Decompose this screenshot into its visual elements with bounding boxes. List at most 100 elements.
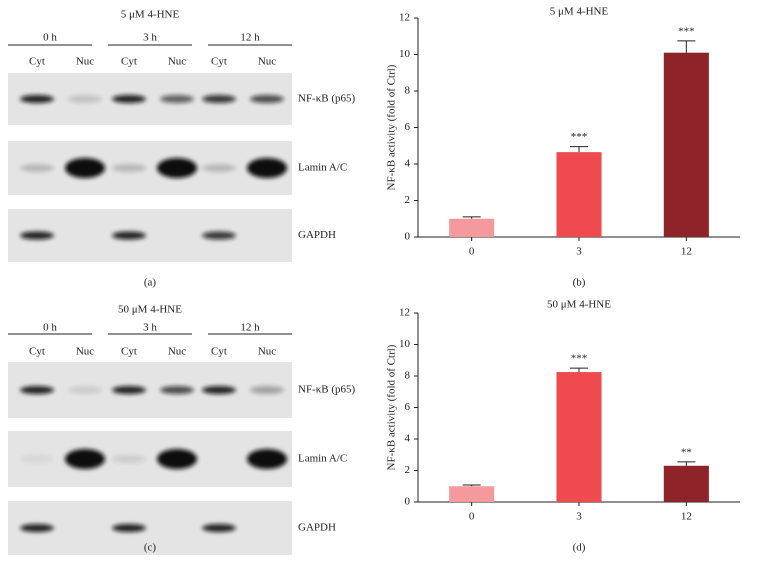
blot-band — [68, 95, 102, 103]
time-label: 12 h — [240, 322, 260, 334]
blot-band — [250, 95, 284, 103]
panel-label: (d) — [573, 542, 586, 554]
blot-title: 5 μM 4-HNE — [121, 9, 180, 21]
blot-band — [20, 524, 54, 532]
blot-band — [20, 164, 54, 172]
bar — [449, 218, 495, 237]
y-tick-label: 6 — [405, 121, 411, 133]
blot-band — [112, 386, 146, 394]
bar — [556, 372, 602, 502]
row-label: NF-κB (p65) — [298, 384, 356, 396]
fraction-label: Nuc — [258, 346, 276, 358]
significance: *** — [571, 131, 588, 143]
y-tick-label: 10 — [399, 48, 411, 60]
blot-band — [250, 386, 284, 394]
y-tick-label: 0 — [405, 231, 411, 243]
fraction-label: Cyt — [211, 346, 227, 358]
y-tick-label: 12 — [399, 307, 410, 319]
x-tick-label: 12 — [681, 246, 692, 258]
blot-membrane — [8, 141, 292, 195]
bar — [556, 152, 602, 237]
blot-band — [65, 158, 105, 178]
blot-band — [68, 386, 102, 394]
fraction-label: Cyt — [29, 56, 45, 68]
blot-band — [202, 95, 236, 103]
blot-membrane — [8, 73, 292, 125]
fraction-label: Cyt — [121, 56, 137, 68]
blot-membrane — [8, 501, 292, 555]
blot-band — [157, 449, 197, 469]
y-tick-label: 0 — [405, 496, 411, 508]
y-tick-label: 8 — [405, 85, 411, 97]
x-tick-label: 0 — [469, 246, 475, 258]
panel-label: (a) — [144, 277, 157, 289]
y-tick-label: 4 — [405, 158, 411, 170]
blot-band — [20, 231, 54, 240]
blot-band — [112, 455, 146, 463]
chart-title: 50 μM 4-HNE — [547, 299, 611, 311]
y-tick-label: 12 — [399, 12, 410, 24]
x-tick-label: 3 — [576, 511, 582, 523]
blot-band — [112, 231, 146, 240]
fraction-label: Nuc — [76, 56, 94, 68]
fraction-label: Cyt — [121, 346, 137, 358]
panel-label: (b) — [573, 277, 586, 289]
blot-band — [20, 95, 54, 103]
fraction-label: Cyt — [211, 56, 227, 68]
blot-band — [112, 95, 146, 103]
y-tick-label: 2 — [405, 464, 411, 476]
time-label: 0 h — [43, 322, 57, 334]
blot-band — [202, 386, 236, 394]
y-axis-label: NF-κB activity (fold of Ctrl) — [386, 64, 398, 190]
bar — [663, 52, 709, 237]
significance: *** — [571, 353, 588, 365]
blot-band — [202, 164, 236, 172]
significance: *** — [678, 25, 695, 37]
blot-band — [65, 449, 105, 469]
blot-band — [160, 386, 194, 394]
blot-band — [112, 524, 146, 532]
blot-membrane — [8, 431, 292, 487]
blot-band — [202, 524, 236, 532]
row-label: Lamin A/C — [298, 162, 347, 174]
fraction-label: Cyt — [29, 346, 45, 358]
x-tick-label: 0 — [469, 511, 475, 523]
x-tick-label: 12 — [681, 511, 692, 523]
time-label: 0 h — [43, 32, 57, 44]
y-tick-label: 8 — [405, 370, 411, 382]
fraction-label: Nuc — [168, 56, 186, 68]
time-label: 3 h — [143, 322, 157, 334]
chart-title: 5 μM 4-HNE — [550, 6, 609, 18]
bar — [449, 486, 495, 502]
row-label: GAPDH — [298, 522, 336, 534]
row-label: GAPDH — [298, 229, 336, 241]
y-tick-label: 10 — [399, 338, 411, 350]
y-tick-label: 6 — [405, 401, 411, 413]
fraction-label: Nuc — [76, 346, 94, 358]
y-axis-label: NF-κB activity (fold of Ctrl) — [386, 344, 398, 470]
x-tick-label: 3 — [576, 246, 582, 258]
blot-band — [20, 455, 54, 463]
significance: ** — [681, 446, 692, 458]
blot-band — [112, 164, 146, 172]
blot-band — [247, 449, 287, 469]
blot-band — [202, 231, 236, 240]
row-label: Lamin A/C — [298, 453, 347, 465]
fraction-label: Nuc — [168, 346, 186, 358]
blot-band — [247, 158, 287, 178]
y-tick-label: 2 — [405, 194, 411, 206]
fraction-label: Nuc — [258, 56, 276, 68]
panel-label: (c) — [144, 542, 157, 554]
blot-title: 50 μM 4-HNE — [118, 304, 182, 316]
bar — [663, 465, 709, 502]
blot-band — [160, 95, 194, 103]
blot-band — [157, 158, 197, 178]
y-tick-label: 4 — [405, 433, 411, 445]
blot-membrane — [8, 209, 292, 262]
time-label: 12 h — [240, 32, 260, 44]
row-label: NF-κB (p65) — [298, 93, 356, 105]
blot-membrane — [8, 362, 292, 418]
blot-band — [20, 386, 54, 394]
time-label: 3 h — [143, 32, 157, 44]
